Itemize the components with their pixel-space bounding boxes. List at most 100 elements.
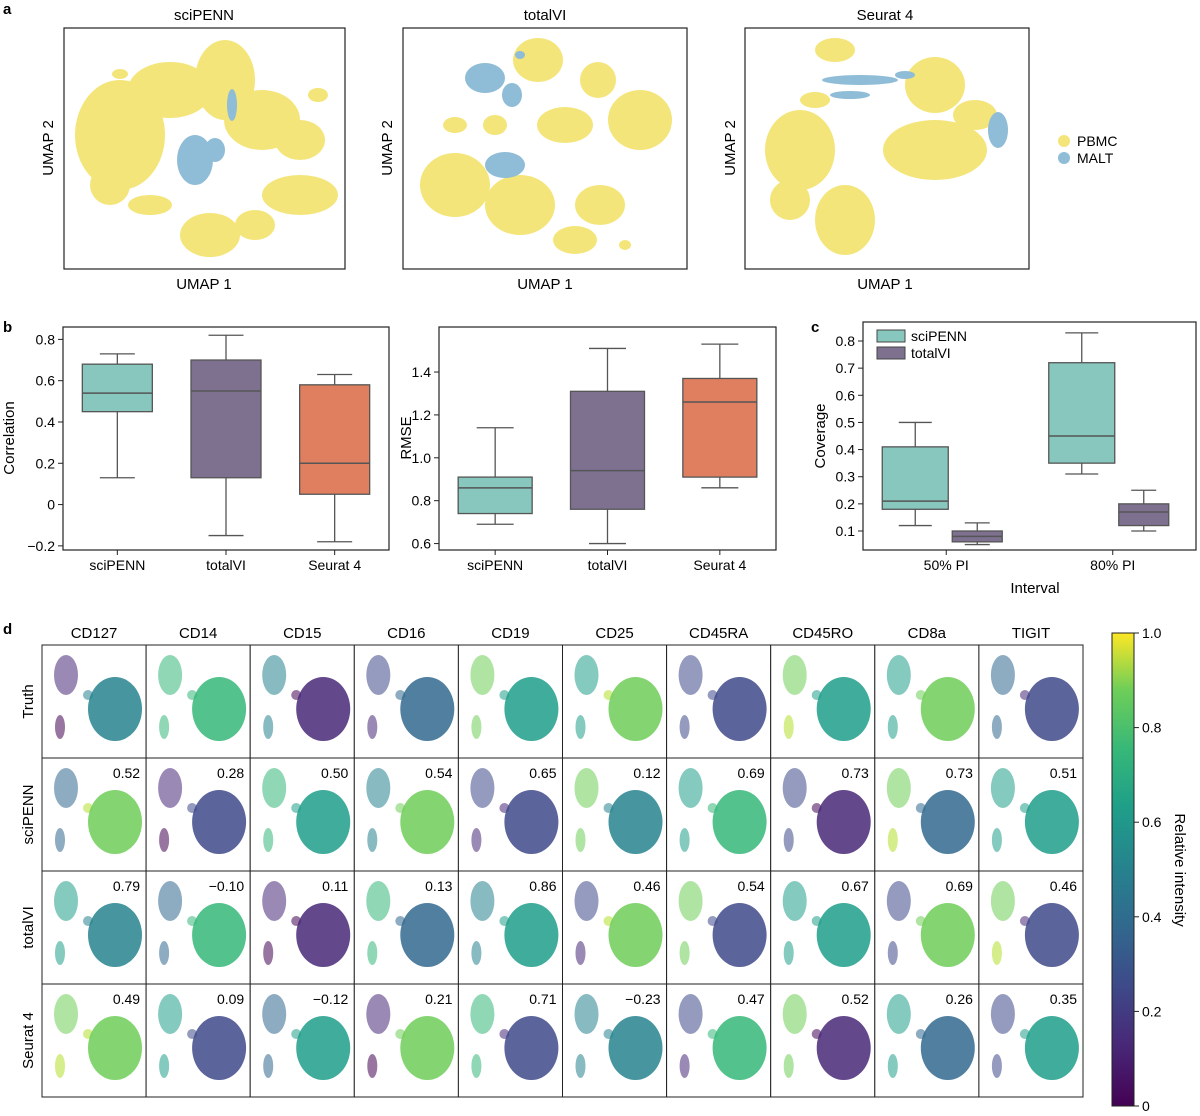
boxplot-coverage: Coverage Interval sciPENN totalVI 50% PI…: [812, 321, 1197, 597]
x-tick-label: totalVI: [206, 557, 246, 573]
colorbar-tick-label: 0.2: [1142, 1003, 1162, 1019]
cell-cluster: [608, 903, 663, 967]
marker-title: CD14: [179, 625, 217, 642]
umap-legend: PBMC MALT: [1058, 133, 1117, 166]
umap-cluster-malt: [465, 51, 525, 178]
cell-cluster: [678, 768, 703, 808]
cell-cluster: [54, 768, 78, 808]
umap-totalvi: totalVI UMAP 1 UMA: [379, 7, 688, 293]
correlation-value: 0.50: [321, 765, 348, 781]
cell-cluster: [262, 768, 287, 808]
grid-cell: [457, 644, 563, 759]
cell-cluster: [920, 1016, 975, 1080]
marker-title: CD8a: [908, 625, 947, 642]
cell-cluster: [991, 828, 1002, 852]
correlation-value: 0.21: [425, 991, 452, 1007]
y-tick-label: 0.8: [412, 493, 432, 509]
umap-title-scipenn: sciPENN: [174, 7, 234, 24]
cell-cluster: [678, 994, 703, 1034]
umap-cluster-malt: [822, 71, 1008, 148]
grid-cell: [562, 644, 668, 759]
cell-cluster: [54, 881, 78, 921]
umap-ylabel: UMAP 2: [722, 120, 739, 176]
cell-cluster: [54, 655, 78, 695]
cell-cluster: [400, 790, 455, 854]
grid-cell: [978, 644, 1084, 759]
box-iqr: [881, 446, 949, 510]
panel-letter-b: b: [3, 319, 12, 336]
grid-cell: [770, 644, 876, 759]
cell-cluster: [920, 903, 975, 967]
cell-cluster: [886, 994, 911, 1034]
boxplot-rmse: RMSE 0.6 0.8 1.0 1.2 1.4 sciPENN totalVI Seurat…: [398, 326, 777, 573]
correlation-value: 0.52: [113, 765, 140, 781]
box-iqr: [1048, 362, 1116, 464]
cell-cluster: [55, 941, 65, 965]
cell-cluster: [574, 881, 599, 921]
cell-cluster: [712, 790, 767, 854]
cell-cluster: [263, 941, 274, 965]
cell-cluster: [470, 994, 495, 1034]
cell-cluster: [991, 941, 1002, 965]
plot-frame: [862, 321, 1197, 551]
cell-cluster: [159, 715, 170, 739]
boxplot-correlation: Correlation −0.2 0 0.2 0.4 0.6 0.8 sciPENN tota…: [1, 326, 390, 573]
y-tick-label: 0.6: [836, 387, 856, 403]
y-tick-label: 0.6: [412, 536, 432, 552]
panel-letter-d: d: [3, 621, 12, 638]
grid-cell: 0.86: [457, 870, 563, 985]
y-tick-label: 0.8: [36, 331, 56, 347]
cell-cluster: [296, 677, 351, 741]
grid-cell: 0.65: [457, 757, 563, 872]
cell-cluster: [471, 941, 482, 965]
grid-cell: 0.54: [666, 870, 772, 985]
legend-label-totalvi: totalVI: [911, 345, 951, 361]
cell-cluster: [192, 903, 247, 967]
cell-cluster: [1024, 903, 1079, 967]
umap-seurat4: Seurat 4 UMAP 1 UMAP 2: [722, 7, 1030, 293]
marker-title: CD19: [491, 625, 529, 642]
cell-cluster: [816, 1016, 871, 1080]
cell-cluster: [88, 677, 142, 741]
cell-cluster: [783, 828, 794, 852]
grid-cell: 0.52: [770, 983, 876, 1098]
cell-cluster: [296, 790, 351, 854]
correlation-value: 0.49: [113, 991, 140, 1007]
x-tick-label: 50% PI: [924, 557, 969, 573]
box-iqr: [1118, 503, 1170, 527]
cell-cluster: [887, 941, 898, 965]
cell-cluster: [263, 715, 274, 739]
umap-ylabel: UMAP 2: [40, 120, 57, 176]
grid-cell: 0.73: [770, 757, 876, 872]
grid-cell: 0.21: [353, 983, 459, 1098]
grid-cell: 0.49: [41, 983, 147, 1098]
grid-cell: 0.73: [874, 757, 980, 872]
row-label: Seurat 4: [20, 1012, 37, 1069]
colorbar-tick-label: 0.8: [1142, 720, 1162, 736]
cell-cluster: [158, 881, 183, 921]
cell-cluster: [263, 828, 274, 852]
cell-cluster: [262, 655, 287, 695]
y-tick-label: 0.7: [836, 360, 856, 376]
correlation-value: 0.09: [217, 991, 244, 1007]
grid-cell: 0.54: [353, 757, 459, 872]
cell-cluster: [192, 677, 247, 741]
y-tick-label: 0.5: [836, 414, 856, 430]
cell-cluster: [782, 768, 807, 808]
cell-cluster: [263, 1054, 274, 1078]
x-tick-label: 80% PI: [1090, 557, 1135, 573]
grid-cell: 0.11: [249, 870, 355, 985]
cell-cluster: [575, 1054, 586, 1078]
y-tick-label: 1.0: [412, 450, 432, 466]
cell-cluster: [574, 994, 599, 1034]
umap-xlabel: UMAP 1: [517, 276, 573, 293]
cell-cluster: [55, 715, 65, 739]
cell-cluster: [887, 715, 898, 739]
cell-cluster: [886, 881, 911, 921]
umap-title-totalvi: totalVI: [524, 7, 567, 24]
cell-cluster: [192, 790, 247, 854]
cell-cluster: [159, 828, 170, 852]
cell-cluster: [678, 655, 703, 695]
cell-cluster: [504, 903, 559, 967]
cell-cluster: [296, 1016, 351, 1080]
